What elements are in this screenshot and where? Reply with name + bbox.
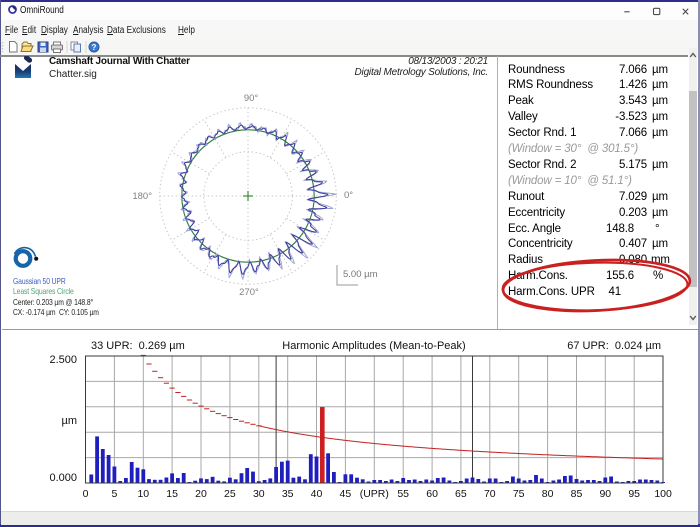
svg-text:70: 70 [484, 488, 496, 500]
svg-text:(UPR): (UPR) [360, 488, 389, 500]
svg-text:20: 20 [195, 488, 207, 500]
svg-text:Harmonic Amplitudes (Mean-to-P: Harmonic Amplitudes (Mean-to-Peak) [282, 340, 465, 352]
svg-text:30: 30 [253, 488, 265, 500]
svg-text:10: 10 [137, 488, 149, 500]
svg-text:45: 45 [340, 488, 352, 500]
svg-text:0°: 0° [344, 190, 353, 201]
svg-text:0: 0 [83, 488, 89, 500]
svg-text:75: 75 [513, 488, 525, 500]
svg-text:2.500: 2.500 [49, 354, 77, 366]
svg-text:90°: 90° [244, 93, 259, 104]
svg-text:80: 80 [542, 488, 554, 500]
svg-text:25: 25 [224, 488, 236, 500]
svg-text:65: 65 [455, 488, 467, 500]
svg-text:0.000: 0.000 [49, 472, 77, 484]
svg-text:µm: µm [61, 415, 77, 427]
svg-text:33 UPR: 0.269 µm: 33 UPR: 0.269 µm [91, 340, 185, 352]
svg-text:?: ? [92, 43, 97, 52]
svg-text:90: 90 [599, 488, 611, 500]
svg-text:15: 15 [166, 488, 178, 500]
svg-text:55: 55 [397, 488, 409, 500]
svg-text:100: 100 [654, 488, 672, 500]
svg-text:67 UPR: 0.024 µm: 67 UPR: 0.024 µm [567, 340, 661, 352]
svg-text:85: 85 [571, 488, 583, 500]
svg-text:5: 5 [111, 488, 117, 500]
svg-text:40: 40 [311, 488, 323, 500]
svg-text:5.00 µm: 5.00 µm [343, 269, 378, 280]
svg-text:35: 35 [282, 488, 294, 500]
svg-text:60: 60 [426, 488, 438, 500]
svg-text:95: 95 [628, 488, 640, 500]
svg-text:270°: 270° [239, 287, 259, 298]
svg-text:180°: 180° [132, 191, 152, 202]
